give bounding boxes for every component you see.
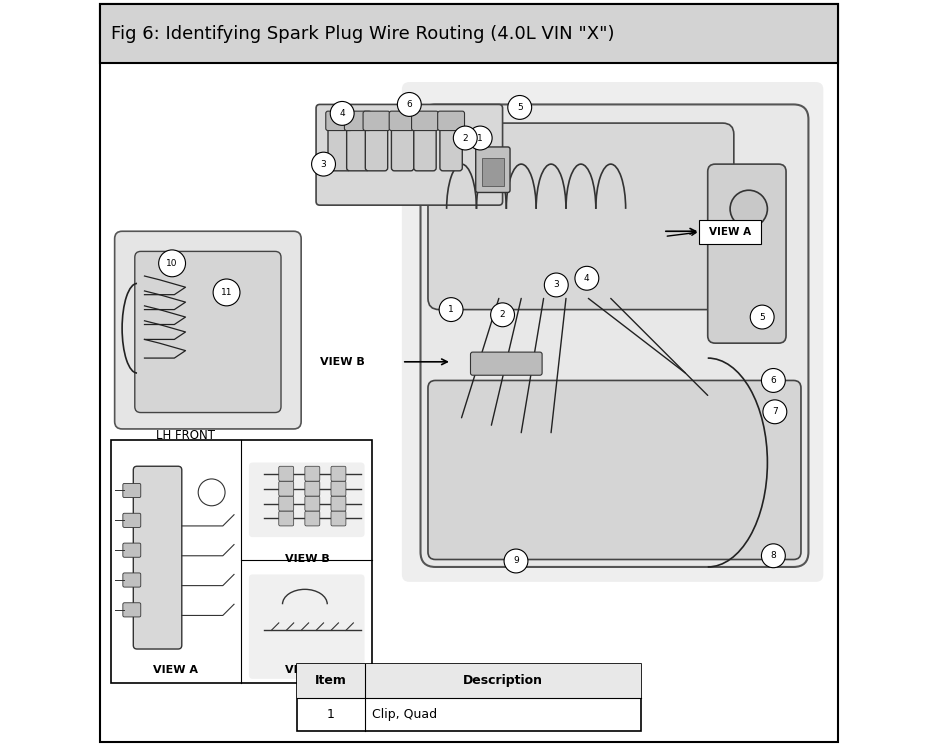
Circle shape xyxy=(439,298,463,322)
Text: 4: 4 xyxy=(584,274,590,283)
FancyBboxPatch shape xyxy=(111,440,372,683)
Text: 1: 1 xyxy=(327,708,335,721)
FancyBboxPatch shape xyxy=(99,4,839,63)
Circle shape xyxy=(198,479,225,506)
FancyBboxPatch shape xyxy=(123,543,141,557)
FancyBboxPatch shape xyxy=(440,116,462,171)
FancyBboxPatch shape xyxy=(707,164,786,343)
FancyBboxPatch shape xyxy=(123,603,141,617)
FancyBboxPatch shape xyxy=(428,123,734,310)
FancyBboxPatch shape xyxy=(363,111,390,131)
Text: 8: 8 xyxy=(770,551,777,560)
FancyBboxPatch shape xyxy=(123,513,141,527)
Circle shape xyxy=(504,549,528,573)
Text: 5: 5 xyxy=(517,103,522,112)
FancyBboxPatch shape xyxy=(279,481,294,496)
FancyBboxPatch shape xyxy=(365,116,387,171)
FancyBboxPatch shape xyxy=(699,220,762,244)
Text: VIEW A: VIEW A xyxy=(153,665,198,675)
FancyBboxPatch shape xyxy=(297,664,641,698)
Circle shape xyxy=(491,303,515,327)
Circle shape xyxy=(330,101,355,125)
Text: Fig 6: Identifying Spark Plug Wire Routing (4.0L VIN "X"): Fig 6: Identifying Spark Plug Wire Routi… xyxy=(111,25,614,43)
FancyBboxPatch shape xyxy=(114,231,301,429)
Circle shape xyxy=(213,279,240,306)
Text: 1: 1 xyxy=(448,305,454,314)
FancyBboxPatch shape xyxy=(344,111,371,131)
Circle shape xyxy=(159,250,186,277)
FancyBboxPatch shape xyxy=(331,511,346,526)
FancyBboxPatch shape xyxy=(391,116,414,171)
Circle shape xyxy=(730,190,767,228)
FancyBboxPatch shape xyxy=(328,116,351,171)
Text: 11: 11 xyxy=(220,288,233,297)
FancyBboxPatch shape xyxy=(412,111,438,131)
FancyBboxPatch shape xyxy=(305,466,320,481)
FancyBboxPatch shape xyxy=(476,147,510,192)
Circle shape xyxy=(762,369,785,392)
Text: 3: 3 xyxy=(321,160,326,169)
Text: Description: Description xyxy=(462,674,542,687)
FancyBboxPatch shape xyxy=(325,111,353,131)
FancyBboxPatch shape xyxy=(305,481,320,496)
FancyBboxPatch shape xyxy=(279,511,294,526)
FancyBboxPatch shape xyxy=(279,466,294,481)
FancyBboxPatch shape xyxy=(347,116,369,171)
FancyBboxPatch shape xyxy=(249,574,365,679)
Text: LH FRONT: LH FRONT xyxy=(156,429,215,442)
Text: 1: 1 xyxy=(477,134,483,142)
Circle shape xyxy=(544,273,568,297)
Text: Item: Item xyxy=(315,674,347,687)
Circle shape xyxy=(762,544,785,568)
FancyBboxPatch shape xyxy=(99,4,839,742)
FancyBboxPatch shape xyxy=(279,496,294,511)
Text: 6: 6 xyxy=(770,376,777,385)
Text: VIEW B: VIEW B xyxy=(320,357,365,367)
Text: 7: 7 xyxy=(772,407,778,416)
FancyBboxPatch shape xyxy=(438,111,464,131)
FancyBboxPatch shape xyxy=(249,463,365,537)
FancyBboxPatch shape xyxy=(316,104,503,205)
FancyBboxPatch shape xyxy=(401,82,824,582)
Text: VIEW B: VIEW B xyxy=(285,554,329,563)
Text: 4: 4 xyxy=(340,109,345,118)
Circle shape xyxy=(311,152,336,176)
Circle shape xyxy=(398,93,421,116)
Circle shape xyxy=(750,305,774,329)
FancyBboxPatch shape xyxy=(123,483,141,498)
Text: VIEW A: VIEW A xyxy=(709,227,751,237)
FancyBboxPatch shape xyxy=(414,116,436,171)
FancyBboxPatch shape xyxy=(471,352,542,375)
Text: 9: 9 xyxy=(513,557,519,565)
FancyBboxPatch shape xyxy=(482,158,504,186)
FancyArrowPatch shape xyxy=(667,231,696,236)
Text: VIEW C: VIEW C xyxy=(285,665,329,675)
FancyBboxPatch shape xyxy=(135,251,281,413)
Circle shape xyxy=(468,126,492,150)
Circle shape xyxy=(507,95,532,119)
FancyBboxPatch shape xyxy=(389,111,416,131)
Circle shape xyxy=(575,266,598,290)
FancyBboxPatch shape xyxy=(133,466,182,649)
Text: 2: 2 xyxy=(500,310,506,319)
FancyBboxPatch shape xyxy=(331,466,346,481)
Text: 2: 2 xyxy=(462,134,468,142)
Circle shape xyxy=(763,400,787,424)
FancyBboxPatch shape xyxy=(297,664,641,731)
FancyBboxPatch shape xyxy=(123,573,141,587)
Text: 3: 3 xyxy=(553,280,559,289)
Text: Clip, Quad: Clip, Quad xyxy=(372,708,437,721)
Text: 6: 6 xyxy=(406,100,412,109)
Circle shape xyxy=(453,126,477,150)
FancyBboxPatch shape xyxy=(331,481,346,496)
FancyBboxPatch shape xyxy=(428,380,801,560)
Text: 5: 5 xyxy=(759,313,765,322)
FancyBboxPatch shape xyxy=(305,511,320,526)
FancyBboxPatch shape xyxy=(305,496,320,511)
FancyBboxPatch shape xyxy=(331,496,346,511)
FancyBboxPatch shape xyxy=(420,104,809,567)
Text: 10: 10 xyxy=(166,259,178,268)
